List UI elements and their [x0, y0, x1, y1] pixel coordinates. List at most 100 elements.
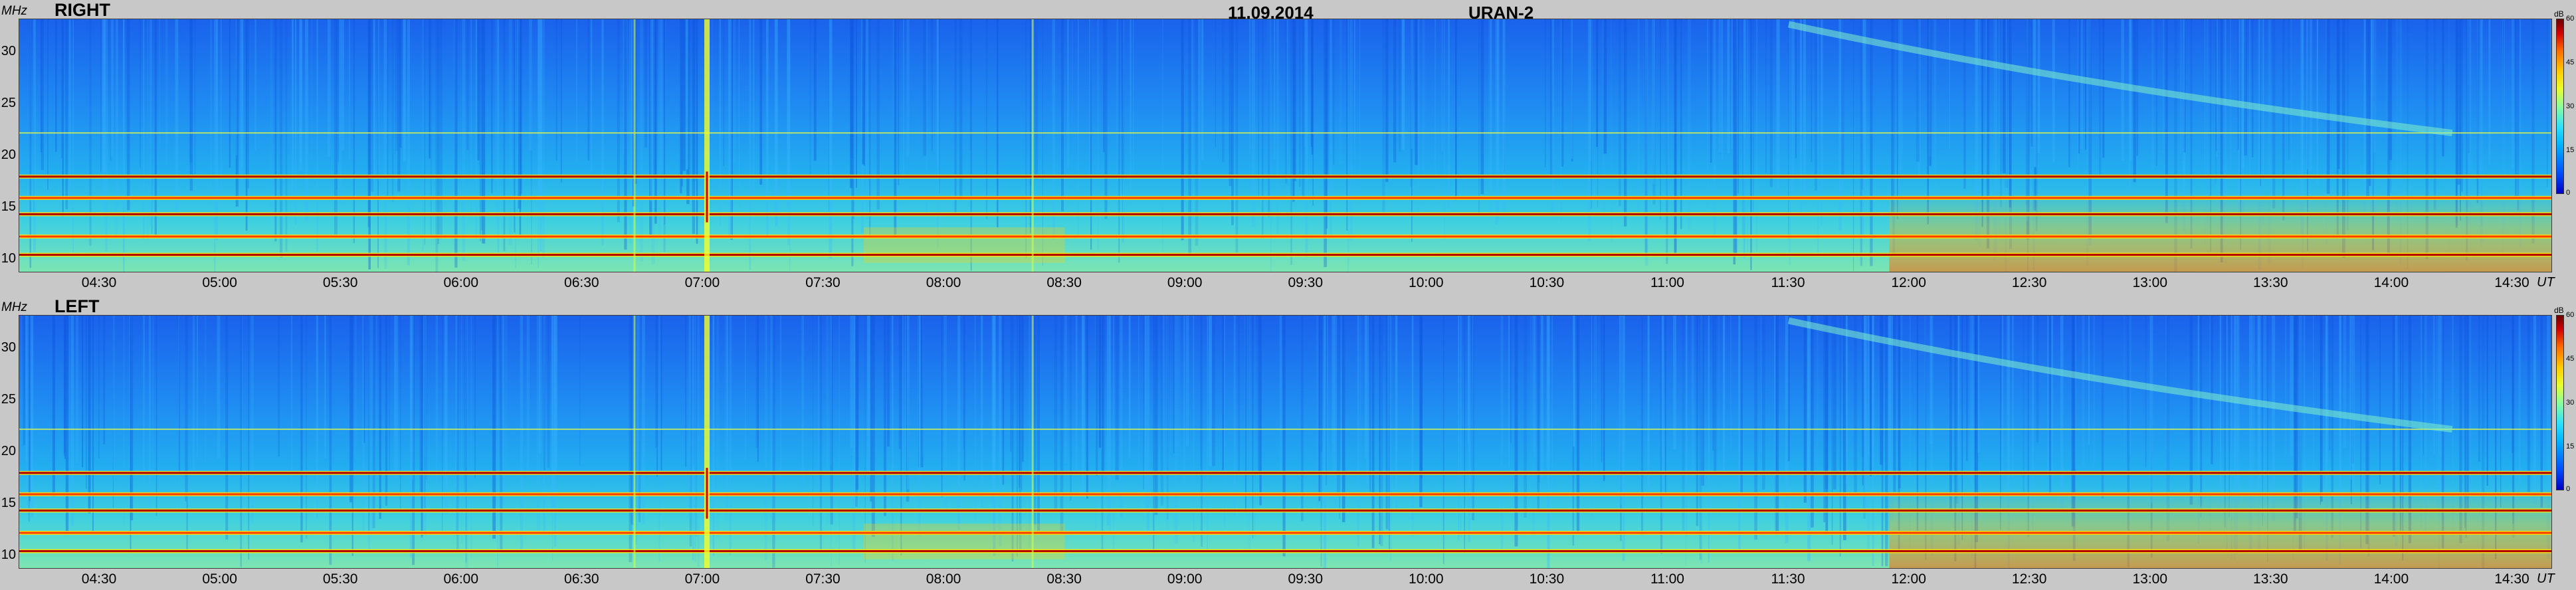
y-tick: 20: [1, 148, 16, 162]
burst: [633, 316, 636, 568]
y-tick: 30: [1, 340, 16, 355]
y-tick: 15: [1, 496, 16, 510]
x-tick: 08:00: [926, 571, 961, 587]
x-tick: 06:30: [564, 275, 599, 290]
colorbar-tick: 45: [2566, 355, 2575, 363]
interference-band: [19, 235, 2551, 239]
interference-band: [19, 212, 2551, 217]
x-tick: 08:00: [926, 275, 961, 290]
panel-label-right: RIGHT: [54, 0, 110, 20]
x-tick: 07:30: [805, 275, 841, 290]
y-unit-label: MHz: [1, 300, 28, 314]
x-tick: 05:00: [202, 275, 237, 290]
burst: [1031, 19, 1034, 272]
x-tick: 10:00: [1409, 571, 1444, 587]
x-tick: 07:00: [684, 275, 720, 290]
warm-region: [1889, 488, 2551, 568]
colorbar-tick: 15: [2566, 442, 2575, 450]
colorbar-tick: 30: [2566, 399, 2575, 407]
x-tick: 12:00: [1891, 275, 1926, 290]
colorbar-unit: dB: [2554, 306, 2564, 315]
x-tick: 05:00: [202, 571, 237, 587]
drifting-feature: [1787, 317, 2453, 433]
x-tick: 06:00: [443, 275, 479, 290]
x-tick: 14:30: [2494, 275, 2529, 290]
x-unit-label: UT: [2537, 571, 2555, 586]
x-tick: 11:30: [1771, 571, 1805, 587]
warm-region: [864, 524, 1065, 559]
x-tick: 10:00: [1409, 275, 1444, 290]
x-tick: 12:30: [2011, 571, 2047, 587]
colorbar-tick: 30: [2566, 102, 2575, 110]
x-tick: 14:30: [2494, 571, 2529, 587]
x-tick: 05:30: [322, 571, 358, 587]
interference-band: [19, 470, 2551, 475]
spectrogram-right: [19, 19, 2552, 272]
x-unit-label: UT: [2537, 275, 2555, 290]
interference-band: [19, 492, 2551, 496]
colorbar: [2556, 19, 2564, 194]
burst: [1031, 316, 1034, 568]
y-tick: 25: [1, 392, 16, 407]
warm-region: [864, 227, 1065, 263]
y-tick: 10: [1, 547, 16, 562]
colorbar-tick: 15: [2566, 146, 2575, 154]
colorbar-tick: 60: [2566, 15, 2575, 23]
spectrogram-plot: [19, 316, 2551, 568]
x-tick: 14:00: [2373, 275, 2409, 290]
interference-band: [19, 549, 2551, 553]
y-tick: 10: [1, 251, 16, 266]
x-tick: 04:30: [81, 571, 117, 587]
colorbar-unit: dB: [2554, 9, 2564, 19]
interference-band: [19, 195, 2551, 200]
y-tick: 25: [1, 96, 16, 110]
x-tick: 09:00: [1167, 571, 1203, 587]
x-tick: 08:30: [1046, 275, 1082, 290]
interference-band: [19, 429, 2551, 431]
colorbar: [2556, 315, 2564, 490]
interference-band: [19, 531, 2551, 535]
colorbar-tick: 0: [2566, 485, 2571, 493]
x-tick: 10:30: [1529, 571, 1565, 587]
spectrogram-left: [19, 315, 2552, 569]
x-tick: 13:30: [2253, 275, 2288, 290]
x-tick: 10:30: [1529, 275, 1565, 290]
x-tick: 12:00: [1891, 571, 1926, 587]
burst: [633, 19, 636, 272]
x-tick: 08:30: [1046, 571, 1082, 587]
burst: [704, 316, 710, 568]
panel-label-left: LEFT: [54, 296, 100, 316]
spectrogram-plot: [19, 19, 2551, 272]
x-tick: 11:00: [1650, 571, 1684, 587]
x-tick: 13:00: [2132, 275, 2168, 290]
x-tick: 07:00: [684, 571, 720, 587]
x-tick: 11:00: [1650, 275, 1684, 290]
x-tick: 06:30: [564, 571, 599, 587]
drifting-feature: [1787, 21, 2453, 137]
burst: [704, 19, 710, 272]
x-tick: 13:00: [2132, 571, 2168, 587]
x-tick: 06:00: [443, 571, 479, 587]
interference-band: [19, 174, 2551, 179]
x-tick: 14:00: [2373, 571, 2409, 587]
x-tick: 07:30: [805, 571, 841, 587]
x-tick: 04:30: [81, 275, 117, 290]
x-tick: 05:30: [322, 275, 358, 290]
y-tick: 30: [1, 44, 16, 58]
colorbar-tick: 0: [2566, 189, 2571, 197]
x-tick: 09:30: [1288, 275, 1324, 290]
interference-band: [19, 508, 2551, 513]
x-tick: 09:30: [1288, 571, 1324, 587]
y-tick: 20: [1, 444, 16, 458]
interference-band: [19, 132, 2551, 134]
warm-region: [1889, 191, 2551, 272]
y-unit-label: MHz: [1, 4, 28, 18]
x-tick: 13:30: [2253, 571, 2288, 587]
x-tick: 09:00: [1167, 275, 1203, 290]
interference-band: [19, 252, 2551, 257]
x-tick: 12:30: [2011, 275, 2047, 290]
y-tick: 15: [1, 199, 16, 214]
x-tick: 11:30: [1771, 275, 1805, 290]
colorbar-tick: 60: [2566, 311, 2575, 319]
streak-texture: [29, 19, 2551, 272]
